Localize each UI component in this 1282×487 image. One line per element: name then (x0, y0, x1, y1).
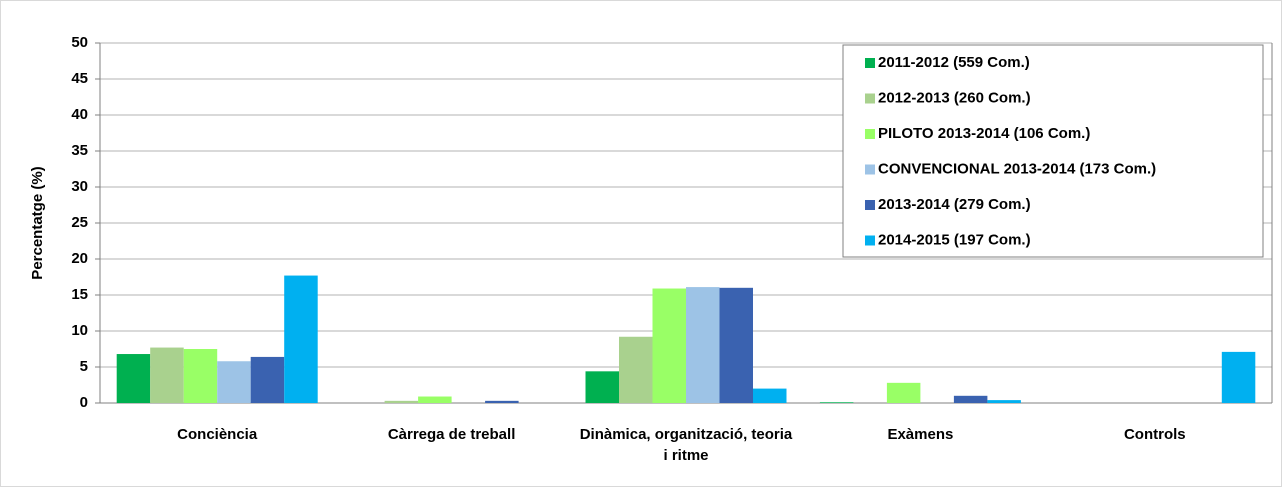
x-tick-label: Controls (1123, 426, 1186, 443)
bar (652, 288, 686, 403)
legend-label: 2013-2014 (279 Com.) (878, 196, 1031, 213)
legend-swatch (865, 200, 875, 210)
y-axis-title: Percentatge (%) (29, 166, 46, 279)
legend-label: 2012-2013 (260 Com.) (878, 89, 1031, 106)
bar (384, 400, 419, 403)
bar (485, 400, 519, 403)
bar (987, 400, 1021, 403)
legend-label: CONVENCIONAL 2013-2014 (173 Com.) (878, 160, 1156, 177)
bar (619, 336, 653, 403)
bar (217, 361, 251, 403)
y-tick-label: 15 (71, 286, 88, 303)
bar (250, 356, 285, 403)
bar (150, 347, 184, 403)
legend-swatch (865, 164, 875, 175)
y-tick-label: 40 (71, 106, 88, 123)
y-tick-label: 0 (80, 394, 88, 411)
x-tick-label: Dinàmica, organització, teoria i ritme (579, 426, 793, 464)
bar (719, 287, 753, 403)
y-tick-label: 45 (71, 70, 88, 87)
bar (585, 371, 619, 403)
legend-label: PILOTO 2013-2014 (106 Com.) (878, 125, 1090, 142)
bar (284, 275, 318, 403)
y-tick-label: 35 (71, 142, 88, 159)
legend-label: 2011-2012 (559 Com.) (878, 54, 1030, 71)
bar (1221, 351, 1256, 403)
legend-label: 2014-2015 (197 Com.) (878, 231, 1031, 248)
bar (953, 395, 988, 403)
bar (886, 382, 921, 403)
legend-swatch (865, 235, 875, 246)
bar (753, 388, 787, 403)
bar (686, 287, 720, 403)
x-tick-label: Exàmens (887, 426, 954, 443)
legend-swatch (865, 93, 875, 104)
y-tick-label: 5 (80, 358, 88, 375)
y-tick-label: 25 (71, 214, 88, 231)
x-tick-label: Càrrega de treball (387, 426, 516, 443)
y-tick-label: 10 (71, 322, 88, 339)
bar (116, 354, 151, 403)
legend-swatch (865, 58, 875, 68)
bar (183, 349, 218, 403)
y-tick-label: 20 (71, 250, 88, 267)
legend-swatch (865, 129, 875, 139)
y-tick-label: 50 (71, 34, 88, 51)
legend-box (842, 44, 1264, 258)
bar (418, 396, 452, 403)
x-tick-label: Conciència (177, 426, 258, 443)
bar (819, 402, 854, 403)
y-tick-label: 30 (71, 178, 88, 195)
